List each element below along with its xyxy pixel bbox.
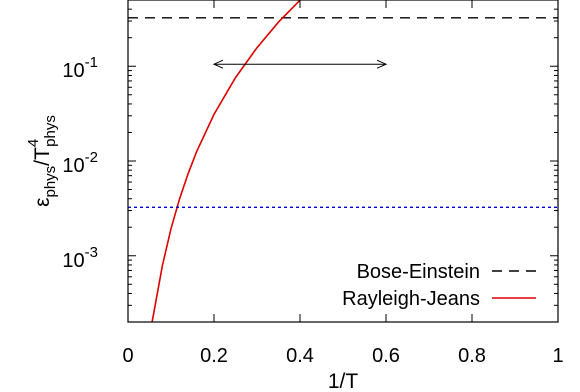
x-tick-label: 0.4 (286, 345, 314, 367)
series-line-rayleigh-jeans (151, 0, 302, 322)
x-tick-label: 0.6 (372, 345, 400, 367)
y-axis-label-slash: /T (31, 147, 54, 166)
series-layer (128, 0, 558, 322)
y-tick-label: 10-1 (62, 54, 98, 82)
x-tick-label: 0.8 (458, 345, 486, 367)
y-axis-label-sup: 4 (25, 139, 42, 147)
legend-label-bose-einstein: Bose-Einstein (357, 261, 480, 283)
y-axis-label-sub: phys (42, 115, 59, 147)
legend: Bose-Einstein Rayleigh-Jeans (342, 261, 536, 310)
y-tick-label: 10-2 (62, 149, 98, 177)
legend-label-rayleigh-jeans: Rayleigh-Jeans (342, 288, 480, 310)
y-axis-label: εphys/T4phys (25, 115, 59, 207)
x-axis-label: 1/T (328, 370, 359, 392)
tick-layer: 0 0.2 0.4 0.6 0.8 1 10-3 10-2 10-1 (62, 0, 564, 367)
y-tick-label: 10-3 (62, 244, 98, 272)
annotation-arrow-head-right (376, 59, 388, 69)
annotation-layer (212, 59, 388, 69)
annotation-arrow-head-left (212, 59, 224, 69)
x-tick-label: 0 (122, 345, 133, 367)
x-tick-label: 1 (552, 345, 563, 367)
y-axis-label-base: ε (31, 198, 54, 207)
y-axis-label-base-sub: phys (42, 166, 59, 198)
x-tick-label: 0.2 (200, 345, 228, 367)
